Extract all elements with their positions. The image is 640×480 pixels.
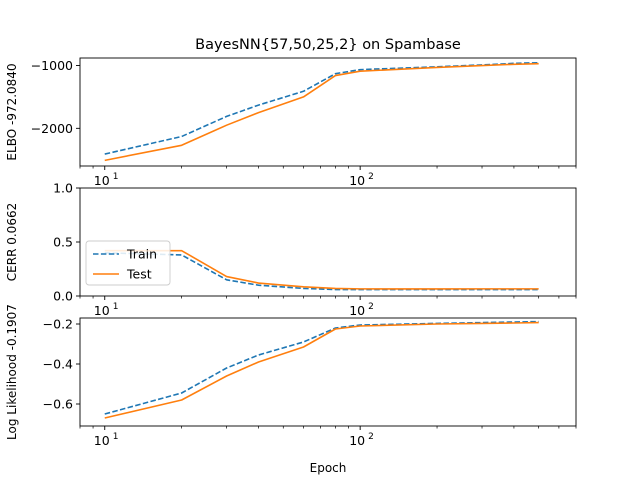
x-tick-label-exponent: 2 <box>368 172 374 182</box>
y-tick-label: 1.0 <box>53 181 73 196</box>
y-tick-label: −0.2 <box>43 317 73 332</box>
legend-label-train: Train <box>126 247 157 262</box>
y-axis-label: Log Likelihood -0.1907 <box>5 304 19 440</box>
chart-title: BayesNN{57,50,25,2} on Spambase <box>195 37 461 53</box>
series-line-train <box>104 320 539 415</box>
y-tick-label: −2000 <box>31 121 73 136</box>
x-tick-label-exponent: 2 <box>368 302 374 312</box>
y-tick-label: −0.4 <box>43 357 73 372</box>
y-tick-label: −0.6 <box>43 397 73 412</box>
y-axis-label: ELBO -972.0840 <box>5 63 19 160</box>
x-axis-label: Epoch <box>310 461 347 475</box>
series-line-test <box>104 62 539 162</box>
y-tick-label: 0.0 <box>53 289 73 304</box>
axes-frame <box>79 317 577 427</box>
y-axis-label: CERR 0.0662 <box>5 203 19 281</box>
x-tick-label: 10 <box>349 433 365 448</box>
x-tick-label: 10 <box>94 303 110 318</box>
x-tick-label: 10 <box>349 173 365 188</box>
y-tick-label: −1000 <box>31 58 73 73</box>
x-tick-label: 10 <box>94 433 110 448</box>
x-tick-label: 10 <box>94 173 110 188</box>
x-tick-label: 10 <box>349 303 365 318</box>
x-tick-label-exponent: 2 <box>368 432 374 442</box>
series-line-test <box>104 321 539 419</box>
x-tick-label-exponent: 1 <box>113 302 119 312</box>
series-line-train <box>104 252 539 291</box>
y-tick-label: 0.5 <box>53 235 73 250</box>
series-line-test <box>104 249 539 290</box>
x-tick-label-exponent: 1 <box>113 172 119 182</box>
legend: Train Test <box>85 240 171 286</box>
x-tick-label-exponent: 1 <box>113 432 119 442</box>
axes-frame <box>79 57 577 167</box>
legend-label-test: Test <box>126 267 152 282</box>
